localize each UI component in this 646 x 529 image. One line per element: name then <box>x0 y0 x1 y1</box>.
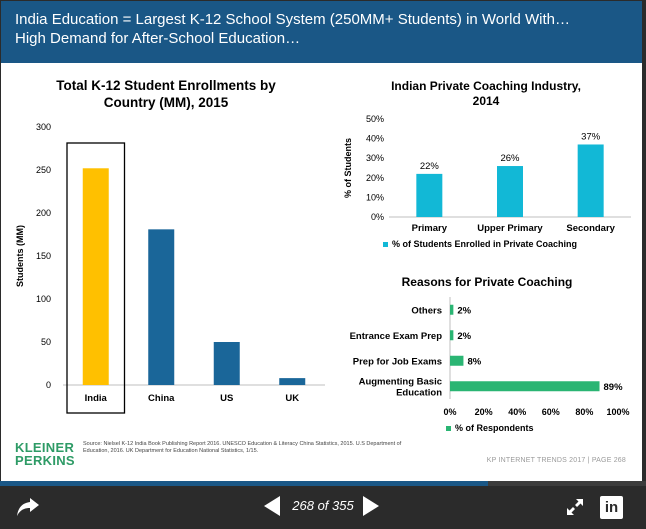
legend-swatch <box>383 242 388 247</box>
x-tick-label: 20% <box>475 407 493 417</box>
bar-augmenting-basic-education <box>450 381 600 392</box>
y-tick-label: 50% <box>366 114 384 124</box>
x-tick-label: 100% <box>606 407 629 417</box>
bar-primary <box>416 173 443 217</box>
x-tick-label: UK <box>285 393 299 404</box>
y-tick-label: Education <box>396 387 442 398</box>
y-tick-label: 0% <box>371 212 384 222</box>
data-label: 8% <box>467 356 481 367</box>
slide: India Education = Largest K-12 School Sy… <box>1 1 642 481</box>
chart-title: Total K-12 Student Enrollments by <box>56 78 276 93</box>
chart-title: Reasons for Private Coaching <box>402 275 573 289</box>
slide-title-line-2: High Demand for After-School Education… <box>15 30 301 47</box>
bar-uk <box>279 378 306 385</box>
y-tick-label: Augmenting Basic <box>359 376 442 387</box>
logo-line-1: KLEINER <box>15 440 75 455</box>
progress-bar[interactable] <box>0 481 646 486</box>
data-label: 26% <box>500 153 520 164</box>
data-label: 2% <box>457 305 471 316</box>
data-label: 22% <box>420 161 440 172</box>
y-tick-label: 10% <box>366 192 384 202</box>
slide-header: India Education = Largest K-12 School Sy… <box>1 1 642 63</box>
bar-upper-primary <box>497 166 523 217</box>
chart-title: Country (MM), 2015 <box>104 95 229 110</box>
y-tick-label: 300 <box>36 122 51 132</box>
data-label: 2% <box>457 331 471 342</box>
highlight-box <box>66 142 126 414</box>
expand-icon[interactable] <box>566 498 584 516</box>
coaching-industry-chart: Indian Private Coaching Industry,2014 % o… <box>343 79 631 249</box>
y-tick-label: Prep for Job Exams <box>353 356 442 367</box>
y-tick-label: 250 <box>36 165 51 175</box>
y-tick-label: 40% <box>366 134 384 144</box>
progress-fill <box>0 481 488 486</box>
slide-page-info: KP INTERNET TRENDS 2017 | PAGE 268 <box>486 457 626 464</box>
x-tick-label: Secondary <box>566 223 615 234</box>
x-tick-label: Upper Primary <box>477 223 543 234</box>
x-tick-label: Primary <box>412 223 448 234</box>
bar-secondary <box>577 144 604 217</box>
x-tick-label: 60% <box>542 407 560 417</box>
bar-us <box>213 342 240 385</box>
x-tick-label: 40% <box>508 407 526 417</box>
logo-line-2: PERKINS <box>15 453 75 468</box>
next-slide-icon[interactable] <box>363 496 379 516</box>
enrollments-chart: Total K-12 Student Enrollments by Country… <box>15 78 325 414</box>
coaching-reasons-chart: Reasons for Private Coaching 2% Others 2% En… <box>350 275 630 433</box>
kleiner-perkins-logo: KLEINER PERKINS <box>15 441 75 467</box>
x-tick-label: China <box>148 393 175 404</box>
y-tick-label: 50 <box>41 337 51 347</box>
bar-prep-for-job-exams <box>450 355 464 366</box>
y-tick-label: 150 <box>36 251 51 261</box>
y-axis-label: % of Students <box>343 138 353 198</box>
bar-entrance-exam-prep <box>450 330 454 341</box>
x-tick-label: India <box>85 393 108 404</box>
y-tick-label: 200 <box>36 208 51 218</box>
bar-india <box>82 168 109 385</box>
legend-label: % of Students Enrolled in Private Coachi… <box>392 239 577 249</box>
legend-swatch <box>446 426 451 431</box>
bar-china <box>148 229 175 385</box>
y-axis-label: Students (MM) <box>15 225 25 287</box>
data-label: 89% <box>604 382 624 393</box>
y-tick-label: 0 <box>46 380 51 390</box>
x-tick-label: US <box>220 393 233 404</box>
slide-title-line-1: India Education = Largest K-12 School Sy… <box>15 11 570 28</box>
x-tick-label: 80% <box>575 407 593 417</box>
y-tick-label: Others <box>411 305 442 316</box>
y-tick-label: 20% <box>366 173 384 183</box>
share-icon[interactable] <box>16 496 40 518</box>
previous-slide-icon[interactable] <box>264 496 280 516</box>
bar-others <box>450 304 454 315</box>
source-note: Source: Nielsel K-12 India Book Publishi… <box>83 441 402 454</box>
chart-title: Indian Private Coaching Industry, <box>391 79 581 93</box>
chart-title: 2014 <box>473 94 500 108</box>
y-tick-label: Entrance Exam Prep <box>350 331 443 342</box>
y-tick-label: 30% <box>366 153 384 163</box>
linkedin-icon[interactable]: in <box>600 496 623 519</box>
legend-label: % of Respondents <box>455 423 534 433</box>
y-tick-label: 100 <box>36 294 51 304</box>
data-label: 37% <box>581 131 601 142</box>
viewer-toolbar: 268 of 355 in <box>0 486 646 529</box>
page-counter: 268 of 355 <box>292 498 354 513</box>
x-tick-label: 0% <box>443 407 456 417</box>
